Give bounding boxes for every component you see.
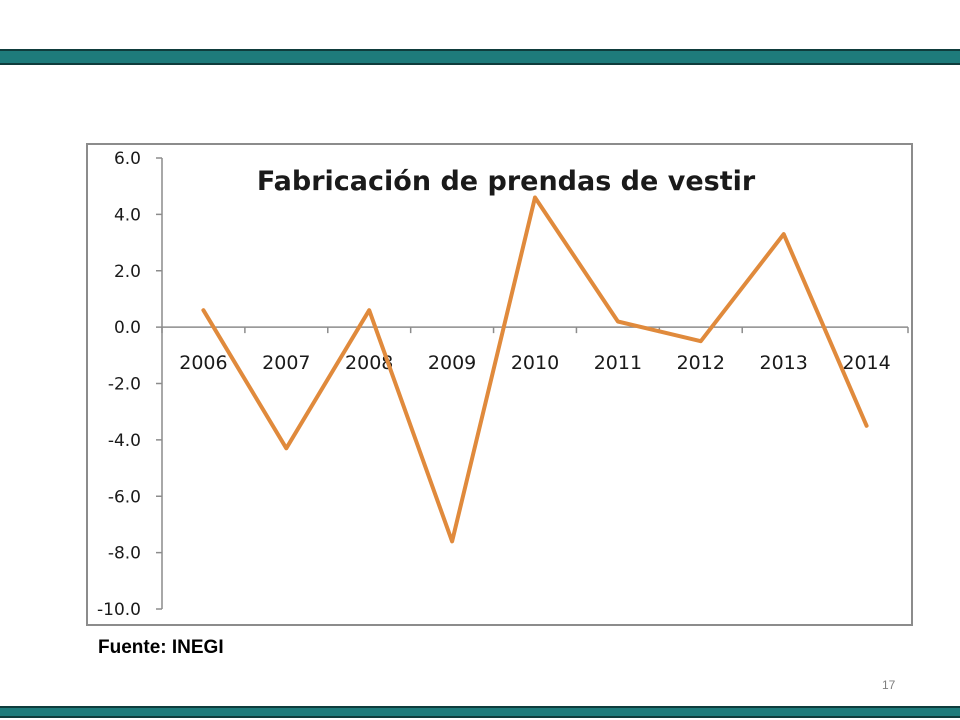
data-point — [782, 232, 786, 236]
chart-title: Fabricación de prendas de vestir — [257, 166, 756, 197]
series — [201, 195, 869, 544]
y-tick-label: -4.0 — [108, 431, 141, 451]
top-band — [0, 49, 960, 65]
page-number: 17 — [882, 678, 896, 692]
data-point — [533, 195, 537, 199]
x-tick-label: 2006 — [179, 352, 227, 374]
x-tick-label: 2011 — [594, 352, 642, 374]
y-tick-label: -2.0 — [108, 375, 141, 395]
data-point — [201, 308, 205, 312]
x-tick-label: 2010 — [511, 352, 559, 374]
x-tick-label: 2009 — [428, 352, 476, 374]
y-tick-label: -6.0 — [108, 487, 141, 507]
x-tick-label: 2008 — [345, 352, 393, 374]
chart-frame — [86, 143, 913, 626]
y-tick-label: 6.0 — [114, 149, 141, 169]
y-tick-label: 4.0 — [114, 205, 141, 225]
x-axis: 2006 2007 2008 2009 2010 2011 2012 2013 2014 — [161, 326, 909, 374]
y-tick-label: 2.0 — [114, 262, 141, 282]
x-tick-label: 2014 — [842, 352, 890, 374]
y-axis: 6.0 4.0 2.0 0.0 -2.0 -4.0 -6.0 -8.0 -10.0 — [97, 149, 163, 620]
y-tick-label: -8.0 — [108, 544, 141, 564]
data-point — [699, 339, 703, 343]
source-note: Fuente: INEGI — [98, 637, 224, 658]
data-point — [450, 539, 454, 543]
x-tick-label: 2012 — [677, 352, 725, 374]
y-tick-label: -10.0 — [97, 600, 141, 620]
data-point — [284, 446, 288, 450]
y-tick-label: 0.0 — [114, 318, 141, 338]
data-point — [616, 319, 620, 323]
x-tick-label: 2007 — [262, 352, 310, 374]
data-point — [865, 424, 869, 428]
x-tick-label: 2013 — [759, 352, 807, 374]
bottom-band — [0, 706, 960, 718]
data-point — [367, 308, 371, 312]
